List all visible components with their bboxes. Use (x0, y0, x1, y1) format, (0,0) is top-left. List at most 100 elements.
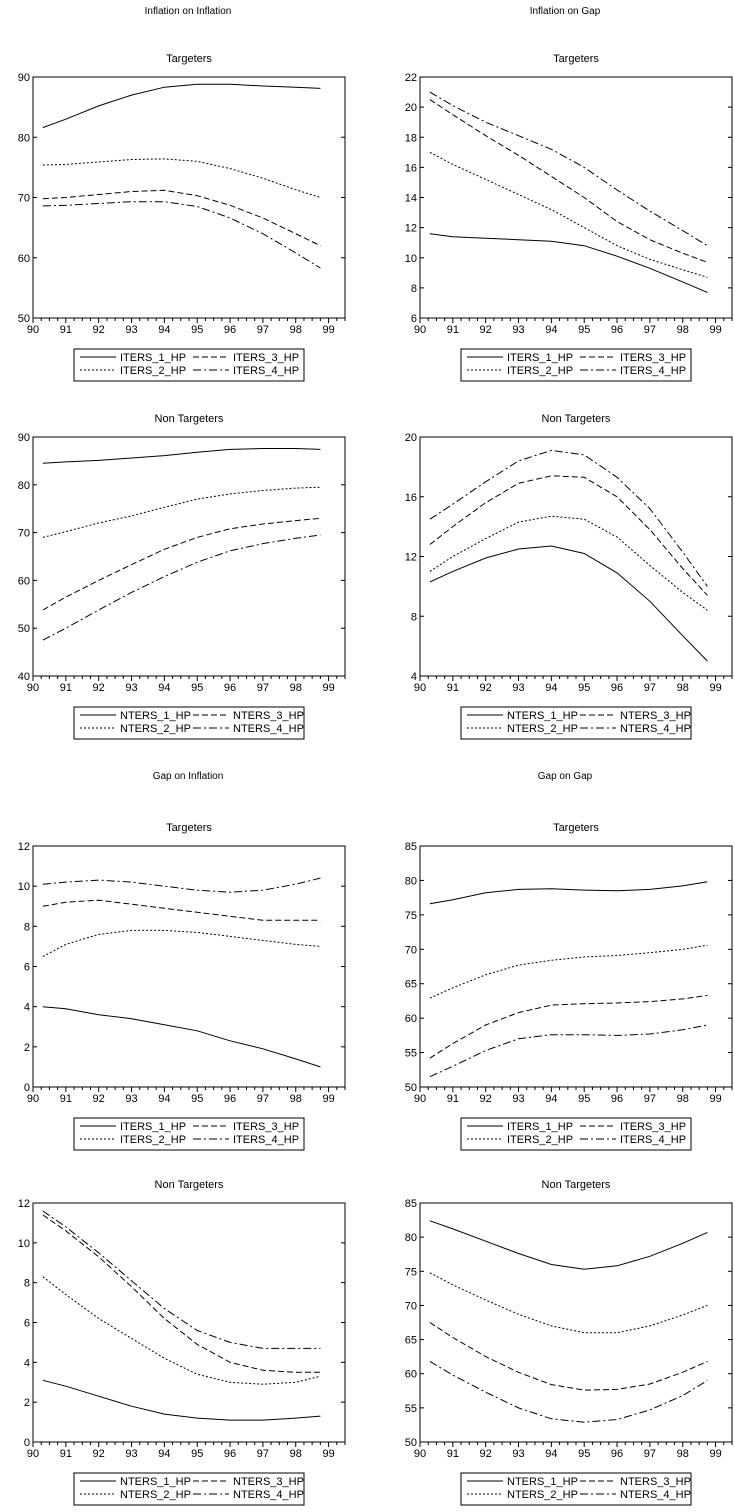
y-tick-label: 18 (405, 132, 417, 144)
legend-label-3: ITERS_3_HP (620, 1121, 686, 1133)
y-tick-label: 20 (405, 102, 417, 114)
y-tick-label: 12 (405, 223, 417, 235)
x-tick-label: 90 (414, 324, 426, 336)
y-tick-label: 80 (18, 480, 30, 492)
legend-box (73, 348, 305, 382)
x-tick-label: 99 (709, 682, 721, 694)
legend-box (73, 706, 305, 740)
section-title-gap-on-inflation: Gap on Inflation (152, 771, 224, 782)
y-tick-label: 75 (405, 910, 417, 922)
x-tick-label: 91 (60, 1448, 72, 1460)
legend-label-3: NTERS_3_HP (620, 1476, 691, 1488)
legend-label-1: ITERS_1_HP (507, 1121, 573, 1133)
x-tick-label: 92 (93, 324, 105, 336)
x-tick-label: 90 (27, 324, 39, 336)
legend-box (460, 1472, 692, 1506)
plot-frame (419, 76, 733, 319)
y-tick-label: 70 (405, 944, 417, 956)
series-line-3 (42, 1214, 321, 1373)
legend-label-2: NTERS_2_HP (507, 1489, 578, 1501)
legend-label-2: NTERS_2_HP (507, 723, 578, 735)
legend-label-4: ITERS_4_HP (233, 1134, 299, 1146)
x-tick-label: 91 (60, 1093, 72, 1105)
y-tick-label: 8 (411, 611, 417, 623)
y-tick-label: 75 (405, 1266, 417, 1278)
x-tick-label: 98 (290, 682, 302, 694)
y-tick-label: 80 (405, 1232, 417, 1244)
series-line-1 (42, 1006, 321, 1068)
x-tick-label: 96 (224, 682, 236, 694)
series-line-1 (42, 83, 321, 129)
series-line-4 (429, 91, 708, 247)
x-tick-label: 95 (578, 324, 590, 336)
x-tick-label: 99 (322, 682, 334, 694)
plot-frame (419, 845, 733, 1088)
legend-label-4: ITERS_4_HP (233, 365, 299, 377)
chart-title: Non Targeters (542, 1179, 611, 1191)
x-tick-label: 97 (644, 1093, 656, 1105)
series-line-3 (42, 899, 321, 921)
legend-label-4: ITERS_4_HP (620, 365, 686, 377)
series-line-3 (429, 1322, 708, 1391)
plot-frame (32, 436, 346, 677)
x-tick-label: 93 (512, 324, 524, 336)
legend-label-4: NTERS_4_HP (233, 723, 304, 735)
x-tick-label: 92 (93, 1093, 105, 1105)
plot-frame (32, 845, 346, 1088)
plot-frame (419, 436, 733, 677)
x-tick-label: 90 (27, 1448, 39, 1460)
x-tick-label: 98 (290, 1093, 302, 1105)
legend-box (73, 1117, 305, 1151)
x-tick-label: 91 (60, 682, 72, 694)
y-tick-label: 80 (405, 875, 417, 887)
legend-label-3: NTERS_3_HP (620, 710, 691, 722)
x-tick-label: 91 (447, 1448, 459, 1460)
y-tick-label: 10 (18, 1238, 30, 1250)
series-line-2 (42, 1276, 321, 1385)
y-tick-label: 40 (18, 671, 30, 683)
y-tick-label: 4 (411, 671, 417, 683)
series-line-3 (42, 517, 321, 611)
x-tick-label: 90 (414, 1448, 426, 1460)
legend-box (460, 706, 692, 740)
x-tick-label: 94 (545, 1093, 557, 1105)
legend-box (460, 348, 692, 382)
series-line-3 (42, 189, 321, 247)
y-tick-label: 12 (18, 1198, 30, 1210)
y-tick-label: 50 (405, 1437, 417, 1449)
chart-2: Targeters 6 8 10 12 14 16 18 20 22 90 91 92 93 94 95 96 9… (405, 53, 733, 382)
series-line-1 (429, 1220, 708, 1270)
legend-label-2: NTERS_2_HP (120, 1489, 191, 1501)
x-tick-label: 96 (224, 1093, 236, 1105)
series-line-2 (429, 944, 708, 999)
series-line-3 (429, 475, 708, 596)
y-tick-label: 80 (18, 132, 30, 144)
chart-title: Non Targeters (155, 1179, 224, 1191)
y-tick-label: 8 (24, 921, 30, 933)
x-tick-label: 98 (677, 1093, 689, 1105)
x-tick-label: 93 (512, 1448, 524, 1460)
x-tick-label: 95 (191, 682, 203, 694)
series-line-2 (429, 1272, 708, 1334)
x-tick-label: 93 (512, 1093, 524, 1105)
series-line-1 (429, 881, 708, 905)
legend-label-3: ITERS_3_HP (233, 352, 299, 364)
legend-label-1: NTERS_1_HP (507, 710, 578, 722)
x-tick-label: 96 (611, 1093, 623, 1105)
series-line-1 (429, 233, 708, 293)
series-line-2 (429, 151, 708, 278)
chart-title: Non Targeters (542, 413, 611, 425)
chart-title: Targeters (553, 822, 599, 834)
x-tick-label: 93 (125, 682, 137, 694)
y-tick-label: 50 (18, 623, 30, 635)
legend-label-2: ITERS_2_HP (120, 1134, 186, 1146)
x-tick-label: 95 (578, 1093, 590, 1105)
series-line-4 (429, 449, 708, 587)
chart-title: Targeters (166, 822, 212, 834)
y-tick-label: 60 (405, 1013, 417, 1025)
legend-label-3: NTERS_3_HP (233, 710, 304, 722)
x-tick-label: 97 (644, 1448, 656, 1460)
x-tick-label: 95 (191, 1448, 203, 1460)
y-tick-label: 8 (24, 1278, 30, 1290)
legend-label-1: ITERS_1_HP (120, 352, 186, 364)
